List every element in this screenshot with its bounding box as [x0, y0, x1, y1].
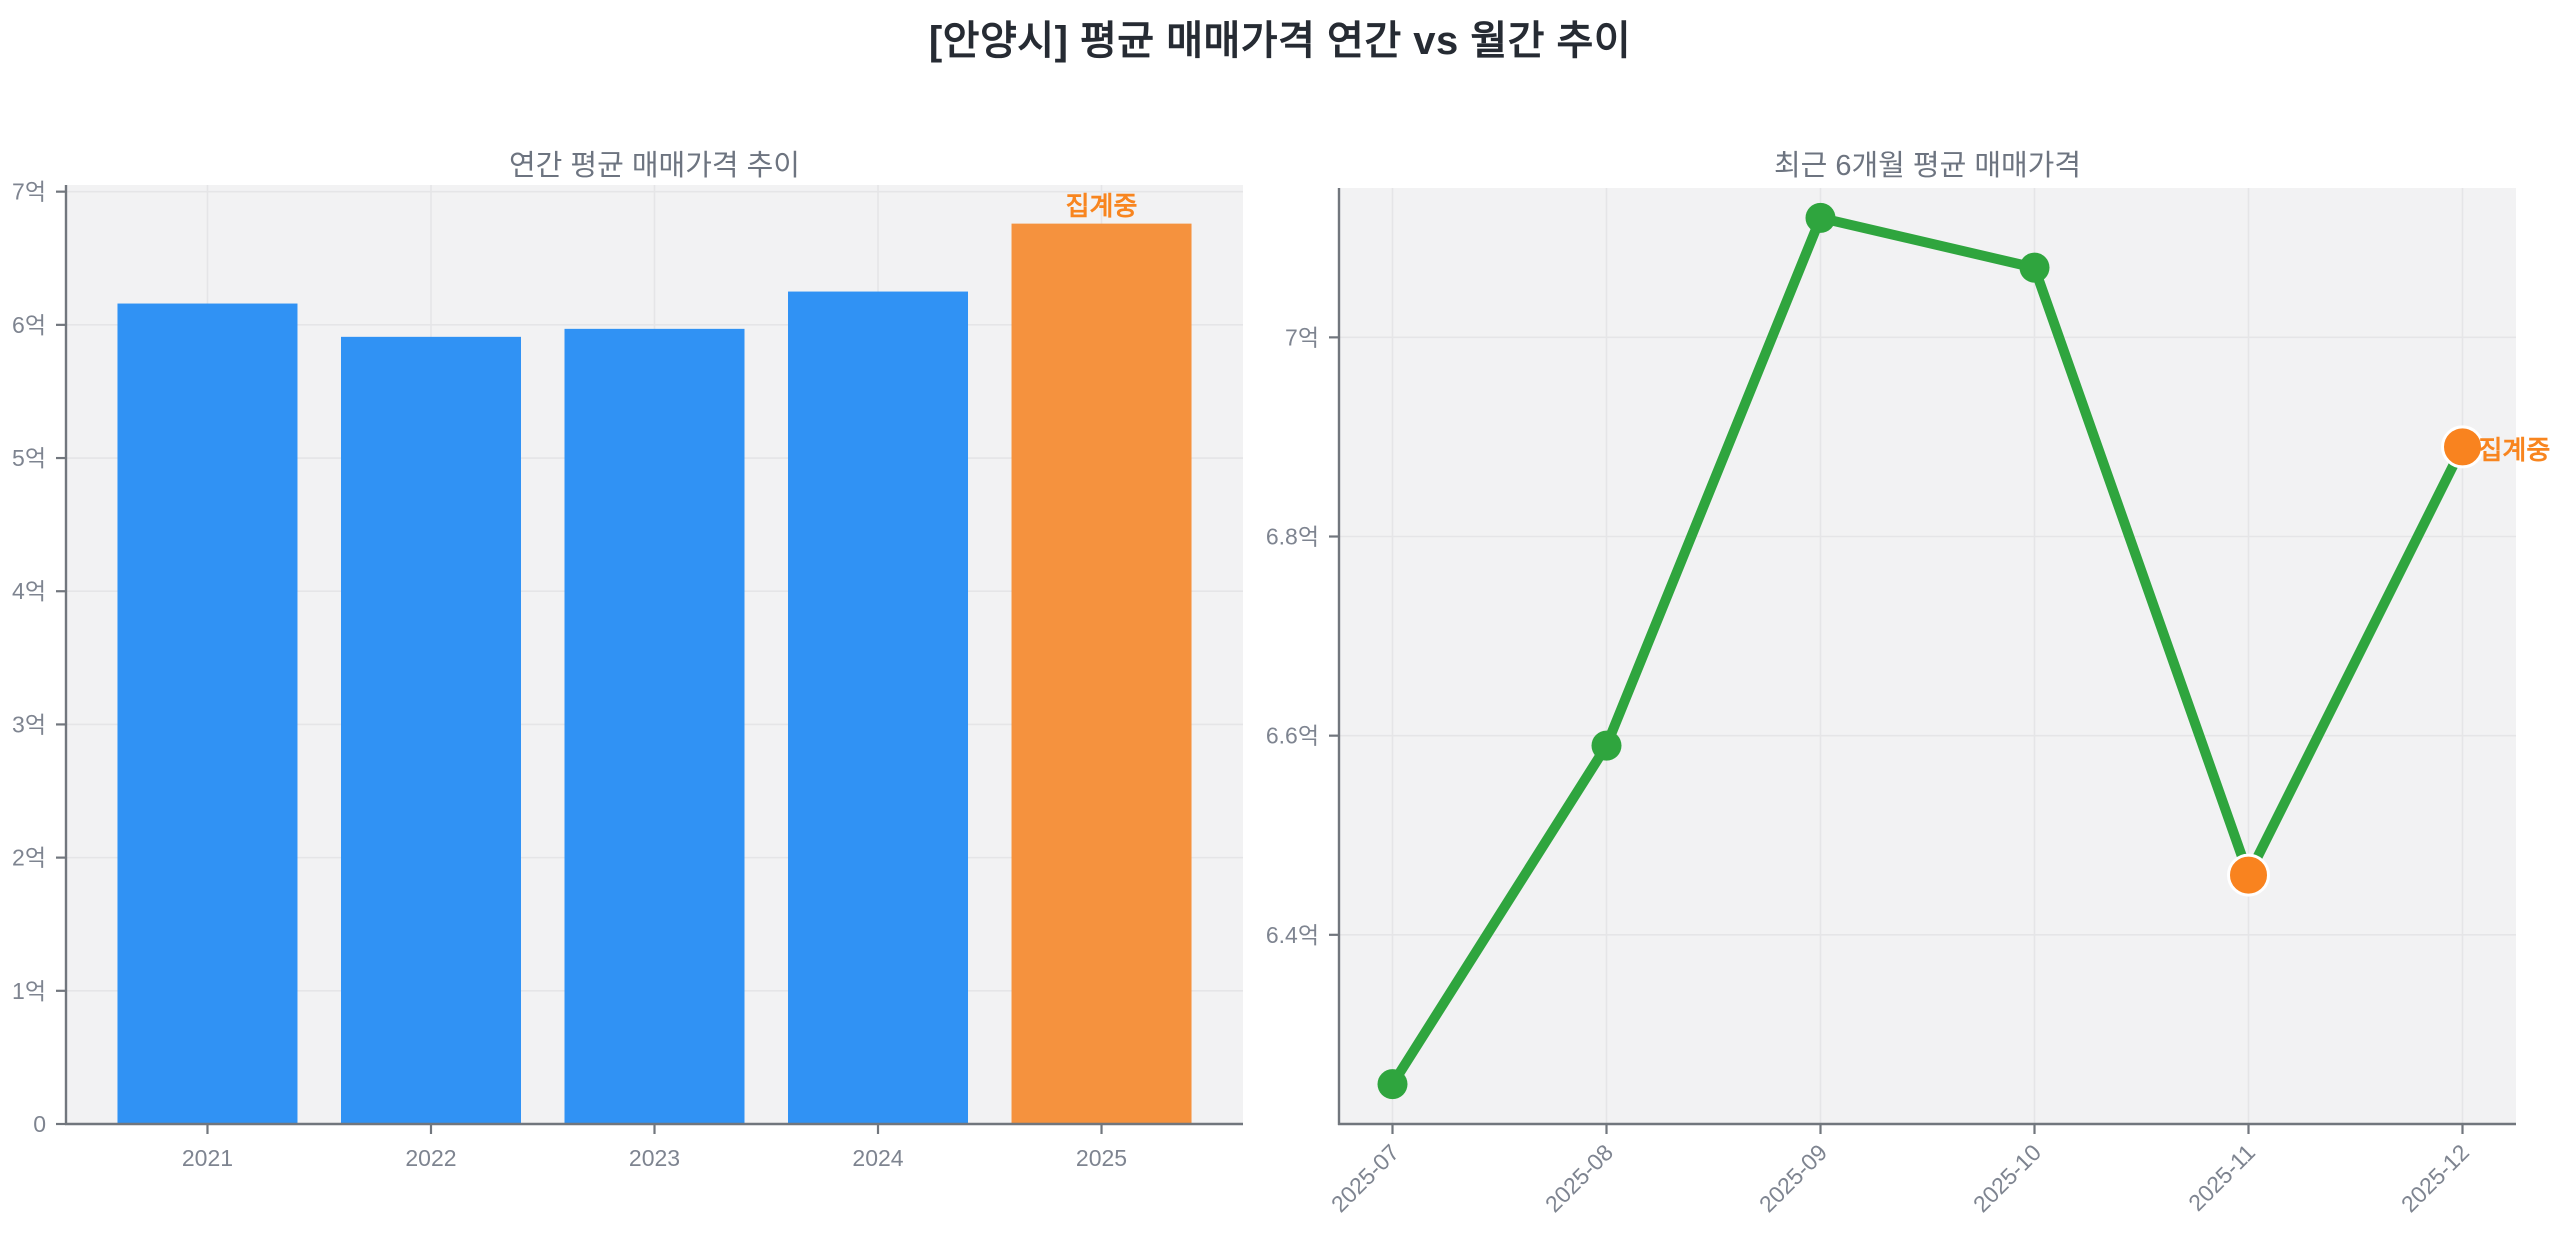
bar-chart-title: 연간 평균 매매가격 추이 [509, 150, 800, 182]
x-tick-label: 2022 [405, 1145, 456, 1171]
bar-2022 [340, 336, 521, 1125]
point-2025-12 [2441, 425, 2484, 469]
y-tick-label: 7억 [1285, 324, 1319, 350]
line-chart-title: 최근 6개월 평균 매매가격 [1773, 150, 2082, 182]
bar-aggregating-label: 집계중 [1065, 190, 1138, 221]
x-tick-label: 2021 [182, 1145, 233, 1171]
y-tick-label: 2억 [12, 845, 46, 871]
point-2025-11 [2227, 853, 2270, 897]
bar-2025 [1011, 223, 1192, 1124]
y-tick-label: 0 [33, 1111, 46, 1137]
x-tick-label: 2024 [852, 1145, 903, 1171]
plot-background [1339, 188, 2516, 1124]
x-tick-label-rotated: 2025-10 [1968, 1139, 2046, 1217]
x-tick-label: 2025 [1076, 1145, 1127, 1171]
y-tick-label: 7억 [12, 179, 46, 205]
y-tick-label: 6.4억 [1266, 922, 1319, 948]
y-tick-label: 3억 [12, 711, 46, 737]
bar-2021 [117, 303, 298, 1125]
price-line [1387, 212, 2468, 1090]
line-aggregating-label: 집계중 [2478, 434, 2551, 465]
x-tick-label-rotated: 2025-07 [1326, 1139, 1404, 1217]
point-2025-09 [1805, 202, 1836, 233]
x-tick-label-rotated: 2025-09 [1754, 1139, 1832, 1217]
bar-2023 [564, 328, 745, 1124]
point-2025-10 [2019, 252, 2050, 283]
main-title: [안양시] 평균 매매가격 연간 vs 월간 추이 [928, 19, 1632, 63]
y-tick-label: 4억 [12, 578, 46, 604]
point-2025-08 [1591, 730, 1622, 761]
bar-2024 [788, 291, 969, 1124]
x-tick-label: 2023 [629, 1145, 680, 1171]
y-tick-label: 1억 [12, 978, 46, 1004]
y-tick-label: 6.6억 [1266, 723, 1319, 749]
y-tick-label: 5억 [12, 445, 46, 471]
point-2025-07 [1377, 1069, 1408, 1100]
x-tick-label-rotated: 2025-08 [1540, 1139, 1618, 1217]
y-tick-label: 6억 [12, 312, 46, 338]
x-tick-label-rotated: 2025-12 [2396, 1139, 2474, 1217]
y-tick-label: 6.8억 [1266, 524, 1319, 550]
x-tick-label-rotated: 2025-11 [2183, 1139, 2260, 1216]
